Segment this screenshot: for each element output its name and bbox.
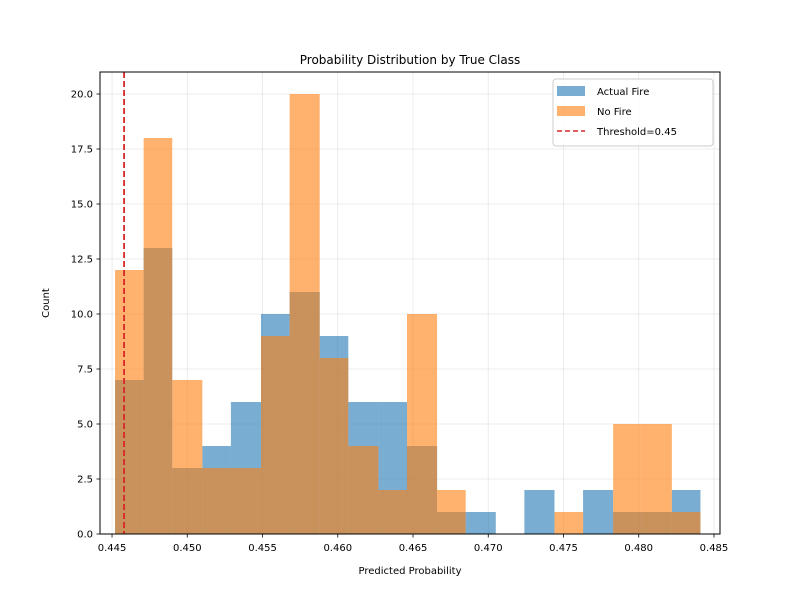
legend-label-threshold: Threshold=0.45 bbox=[596, 127, 677, 138]
legend-label-no-fire: No Fire bbox=[597, 107, 632, 118]
bar-no-fire bbox=[289, 94, 320, 534]
bar-no-fire bbox=[437, 490, 466, 534]
bar-no-fire bbox=[319, 358, 349, 534]
axes: 0.445 0.450 0.455 0.460 0.465 0.470 0.475 0.480… bbox=[71, 90, 729, 555]
y-axis-label: Count bbox=[41, 288, 52, 318]
y-tick-label: 12.5 bbox=[71, 255, 93, 266]
x-tick-label: 0.450 bbox=[173, 543, 202, 554]
bar-no-fire bbox=[115, 270, 144, 534]
x-tick-label: 0.465 bbox=[399, 543, 428, 554]
y-tick-label: 0.0 bbox=[77, 530, 93, 541]
y-tick-label: 17.5 bbox=[71, 145, 93, 156]
legend-swatch-no-fire bbox=[557, 106, 585, 116]
bar-no-fire bbox=[143, 138, 173, 534]
legend-swatch-actual-fire bbox=[557, 86, 585, 96]
bar-no-fire bbox=[406, 314, 438, 534]
bar-no-fire bbox=[554, 512, 584, 534]
x-tick-label: 0.470 bbox=[474, 543, 503, 554]
x-tick-label: 0.480 bbox=[624, 543, 653, 554]
y-tick-label: 15.0 bbox=[71, 200, 93, 211]
chart-title: Probability Distribution by True Class bbox=[300, 53, 520, 67]
bar-no-fire bbox=[348, 446, 379, 534]
bar-actual-fire bbox=[524, 490, 555, 534]
x-tick-label: 0.460 bbox=[323, 543, 352, 554]
legend: Actual Fire No Fire Threshold=0.45 bbox=[552, 78, 714, 147]
bar-no-fire bbox=[230, 468, 262, 534]
y-tick-label: 7.5 bbox=[77, 365, 93, 376]
bar-no-fire bbox=[671, 512, 701, 534]
x-tick-label: 0.485 bbox=[700, 543, 729, 554]
bar-no-fire bbox=[172, 380, 203, 534]
plot-frame bbox=[99, 71, 721, 535]
bar-no-fire bbox=[641, 424, 672, 534]
legend-box bbox=[552, 78, 714, 147]
x-tick-label: 0.455 bbox=[248, 543, 277, 554]
x-tick-label: 0.475 bbox=[549, 543, 578, 554]
y-tick-label: 10.0 bbox=[71, 310, 93, 321]
bar-no-fire bbox=[378, 490, 407, 534]
bar-actual-fire bbox=[583, 490, 614, 534]
legend-label-actual-fire: Actual Fire bbox=[597, 87, 649, 98]
bar-actual-fire bbox=[465, 512, 496, 534]
y-tick-label: 2.5 bbox=[77, 475, 93, 486]
bar-no-fire bbox=[202, 468, 231, 534]
bars bbox=[115, 94, 701, 534]
x-tick-label: 0.445 bbox=[98, 543, 127, 554]
bar-no-fire bbox=[261, 336, 290, 534]
x-axis-label: Predicted Probability bbox=[359, 566, 462, 577]
bar-no-fire bbox=[613, 424, 642, 534]
y-tick-label: 20.0 bbox=[71, 90, 93, 101]
y-tick-label: 5.0 bbox=[77, 420, 93, 431]
